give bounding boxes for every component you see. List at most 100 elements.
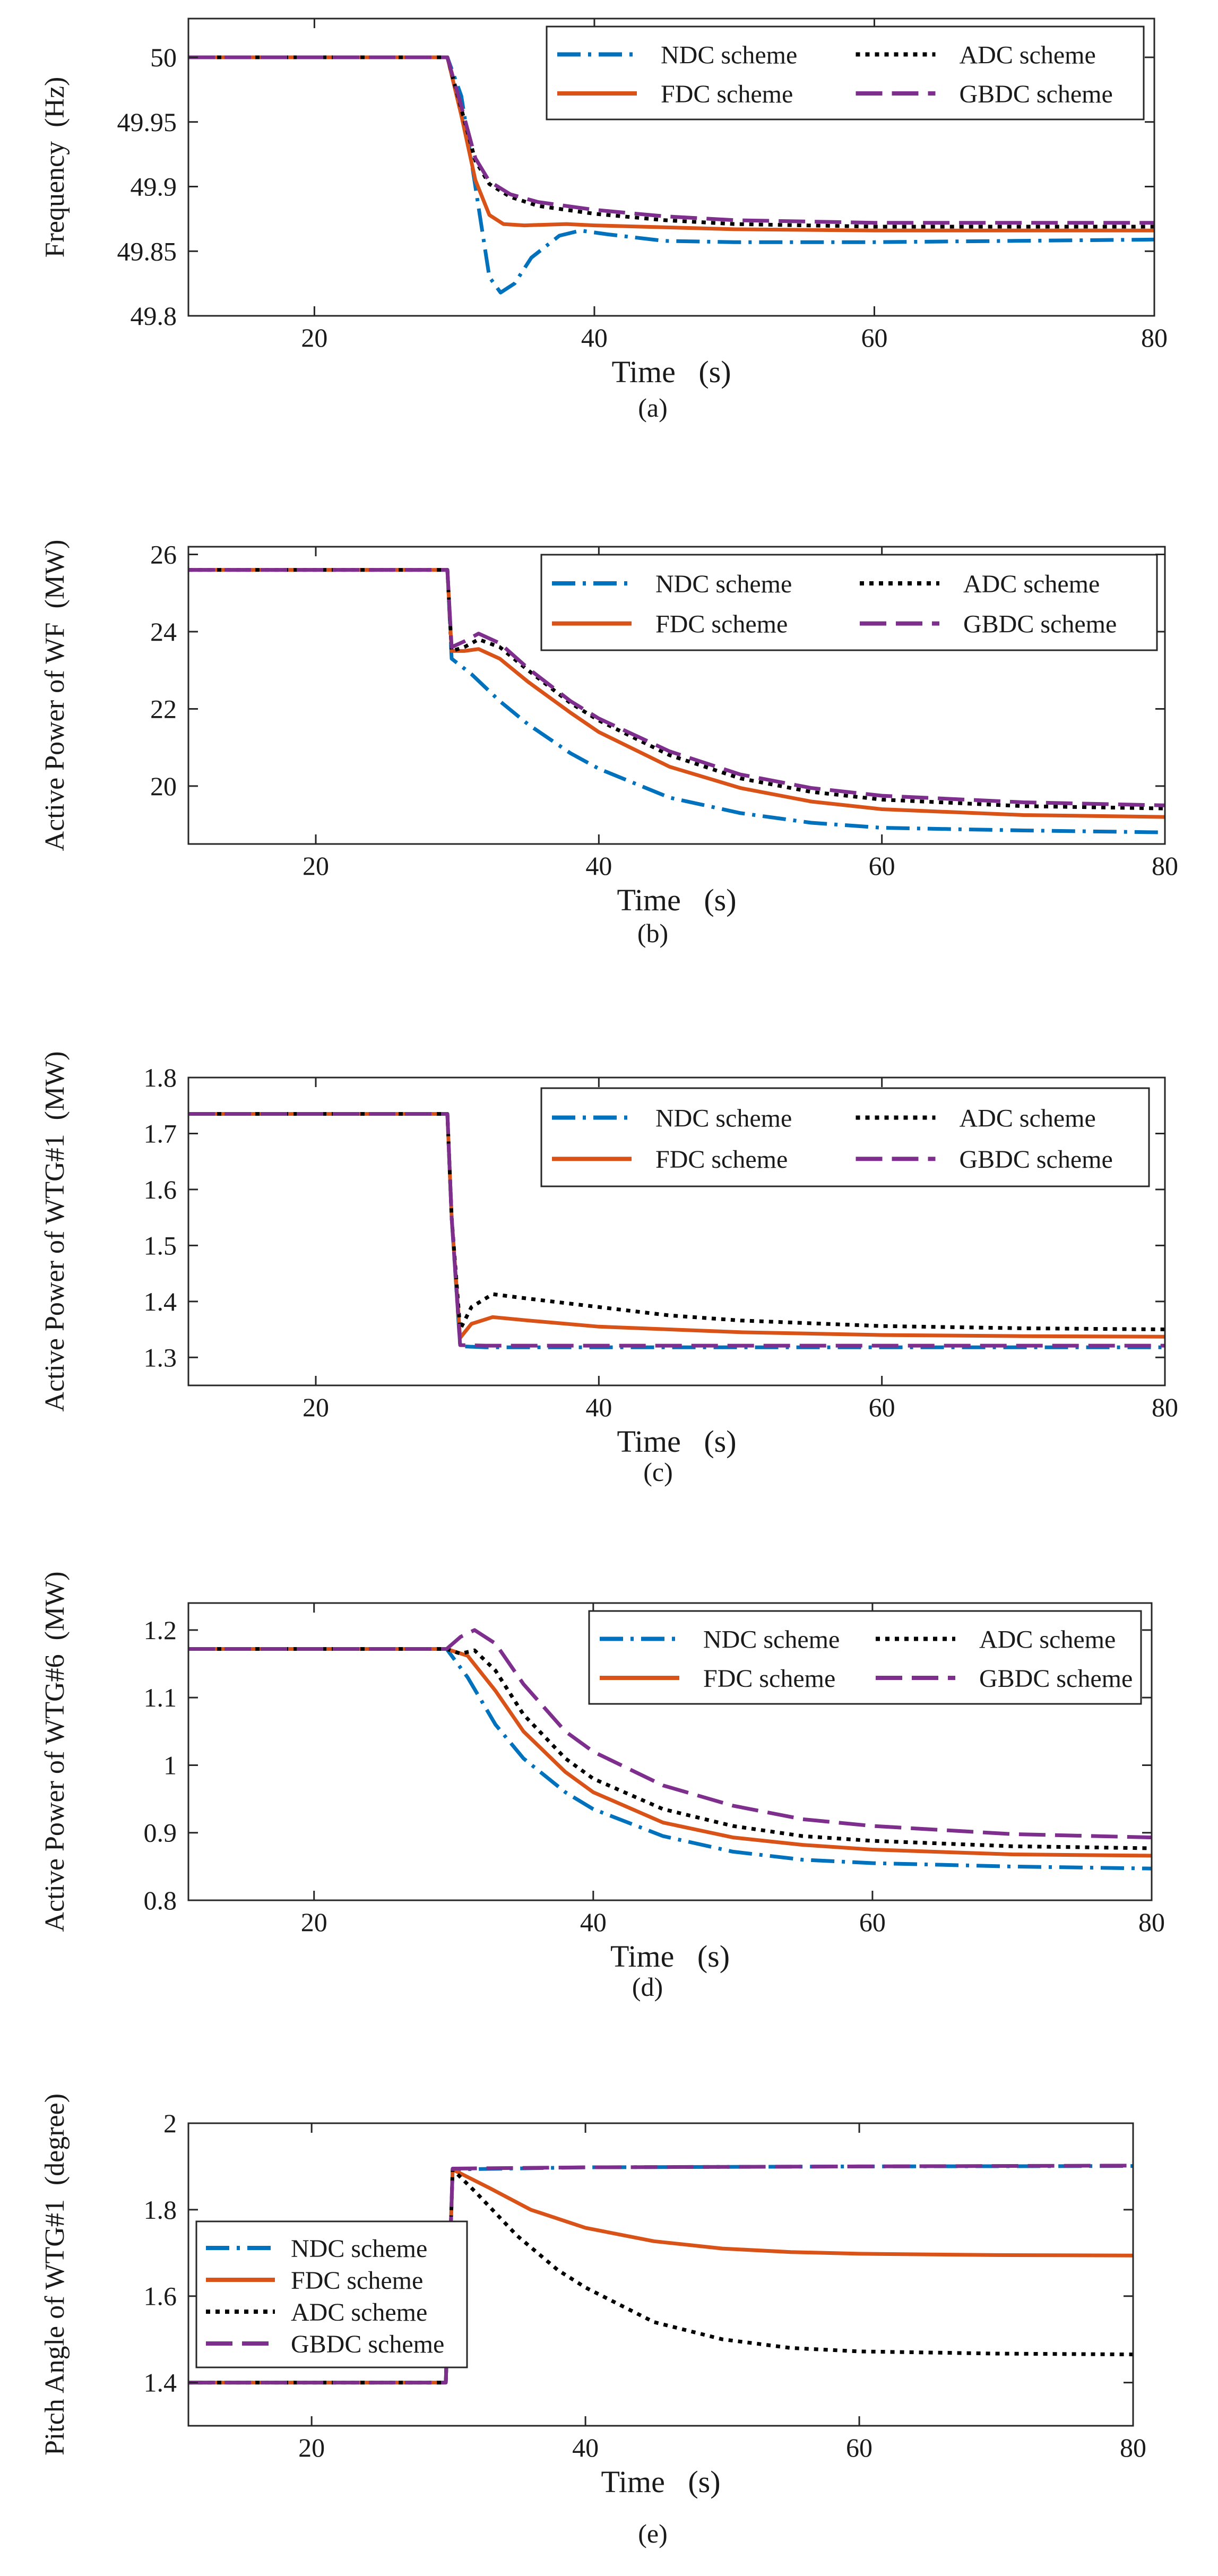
axes-frame: [187, 1076, 1166, 1386]
chart-c: 20 40 60 80 1.3 1.4 1.5 1.6 1.7 1.8 Time (s) Active…: [40, 1051, 1178, 1487]
y-tick-label: 49.95: [117, 107, 177, 137]
series-line-ndc: [188, 1647, 1152, 1871]
legend-label-adc: ADC scheme: [979, 1626, 1116, 1654]
legend: NDC scheme FDC scheme ADC scheme GBDC schem…: [195, 2220, 468, 2368]
x-tick-label: 20: [301, 323, 327, 352]
x-tick-label: 40: [581, 323, 608, 352]
chart-caption: (a): [638, 393, 668, 423]
x-axis-label: Time (s): [617, 1424, 736, 1459]
legend-label-adc: ADC scheme: [960, 41, 1096, 70]
series-line-gbdc: [188, 1628, 1152, 1840]
x-tick-label: 20: [301, 1907, 327, 1937]
y-tick-label: 1.1: [144, 1683, 177, 1712]
series-line-ndc: [188, 568, 1165, 834]
legend-label-gbdc: GBDC scheme: [963, 610, 1117, 639]
y-axis-label: Active Power of WTG#6 (MW): [40, 1571, 70, 1932]
y-tick-label: 1.6: [144, 1175, 177, 1204]
series-line-gbdc: [188, 55, 1154, 225]
axes-frame: [187, 18, 1155, 317]
legend-label-fdc: FDC scheme: [291, 2267, 423, 2295]
x-tick-label: 40: [572, 2433, 599, 2462]
legend-box: [540, 1087, 1150, 1187]
y-tick-label: 24: [150, 617, 177, 647]
y-tick-label: 49.8: [131, 301, 177, 331]
x-tick-label: 60: [846, 2433, 873, 2462]
y-tick-label: 1.3: [144, 1342, 177, 1372]
legend-label-ndc: NDC scheme: [661, 41, 797, 70]
chart-caption: (d): [632, 1972, 663, 2002]
series-group: [188, 568, 1165, 834]
y-tick-label: 49.85: [117, 236, 177, 266]
x-tick-label: 80: [1152, 1392, 1178, 1422]
y-tick-label: 50: [150, 42, 177, 72]
legend-label-adc: ADC scheme: [291, 2298, 427, 2327]
y-tick-label: 26: [150, 540, 177, 570]
series-group: [188, 55, 1154, 295]
x-tick-label: 80: [1152, 851, 1178, 881]
y-tick-label: 22: [150, 694, 177, 723]
legend-box: [546, 25, 1145, 120]
y-tick-label: 1.7: [144, 1118, 177, 1148]
x-tick-label: 80: [1141, 323, 1168, 352]
y-tick-label: 1.4: [144, 1287, 177, 1316]
chart-caption: (c): [643, 1457, 673, 1487]
axes-frame: [187, 1602, 1153, 1901]
legend-label-gbdc: GBDC scheme: [979, 1665, 1133, 1693]
x-tick-label: 60: [859, 1907, 886, 1937]
legend-box: [588, 1610, 1142, 1705]
y-tick-label: 20: [150, 771, 177, 801]
x-axis-label: Time (s): [610, 1939, 730, 1974]
x-tick-label: 80: [1120, 2433, 1146, 2462]
series-line-gbdc: [188, 2164, 1133, 2385]
legend-box: [195, 2220, 468, 2368]
x-tick-label: 40: [585, 851, 612, 881]
legend: NDC scheme ADC scheme FDC scheme GBDC schem…: [540, 554, 1158, 651]
y-tick-label: 1.4: [144, 2368, 177, 2398]
legend: NDC scheme ADC scheme FDC scheme GBDC schem…: [546, 25, 1145, 120]
legend-label-fdc: FDC scheme: [655, 610, 788, 639]
y-tick-label: 1.8: [144, 2195, 177, 2225]
chart-b: 20 40 60 80 20 22 24 26 Time (s) Active Power of …: [40, 540, 1178, 948]
legend-label-fdc: FDC scheme: [703, 1665, 835, 1693]
series-line-fdc: [188, 1647, 1152, 1858]
legend-label-fdc: FDC scheme: [661, 80, 793, 108]
y-tick-label: 0.9: [144, 1818, 177, 1848]
x-tick-label: 40: [585, 1392, 612, 1422]
y-tick-label: 0.8: [144, 1885, 177, 1915]
legend-label-gbdc: GBDC scheme: [960, 1145, 1113, 1174]
x-tick-label: 20: [303, 851, 329, 881]
y-tick-label: 49.9: [131, 172, 177, 202]
x-tick-label: 80: [1138, 1907, 1165, 1937]
series-group: [188, 1628, 1152, 1871]
x-axis-label: Time (s): [601, 2465, 720, 2499]
legend-label-ndc: NDC scheme: [291, 2235, 427, 2263]
legend-label-fdc: FDC scheme: [655, 1145, 788, 1174]
y-tick-label: 1.2: [144, 1615, 177, 1645]
series-line-adc: [188, 568, 1165, 811]
x-axis-label: Time (s): [611, 355, 731, 389]
y-axis-label: Active Power of WTG#1 (MW): [40, 1051, 70, 1411]
chart-e: 20 40 60 80 1.4 1.6 1.8 2 Time (s) Pitch Angle of…: [40, 2093, 1146, 2548]
series-line-gbdc: [188, 1112, 1165, 1348]
legend-label-gbdc: GBDC scheme: [291, 2330, 444, 2358]
chart-caption: (b): [637, 918, 668, 948]
legend-label-ndc: NDC scheme: [655, 1105, 792, 1133]
series-group: [188, 2164, 1133, 2385]
legend-box: [540, 554, 1158, 651]
y-axis-label: Frequency (Hz): [40, 77, 70, 258]
y-tick-label: 1.5: [144, 1230, 177, 1260]
x-tick-label: 20: [298, 2433, 325, 2462]
y-tick-label: 1: [163, 1750, 177, 1780]
chart-a: 20 40 60 80 49.8 49.85 49.9 49.95 50 Time (s) Freq…: [40, 18, 1168, 423]
x-tick-label: 60: [869, 851, 895, 881]
axes-frame: [187, 2122, 1134, 2427]
x-tick-label: 60: [869, 1392, 895, 1422]
chart-caption: (e): [638, 2519, 668, 2548]
legend-label-ndc: NDC scheme: [703, 1626, 840, 1654]
x-tick-label: 20: [303, 1392, 329, 1422]
y-axis-label: Active Power of WF (MW): [40, 540, 70, 851]
legend-label-gbdc: GBDC scheme: [960, 80, 1113, 108]
series-group: [188, 1112, 1165, 1349]
